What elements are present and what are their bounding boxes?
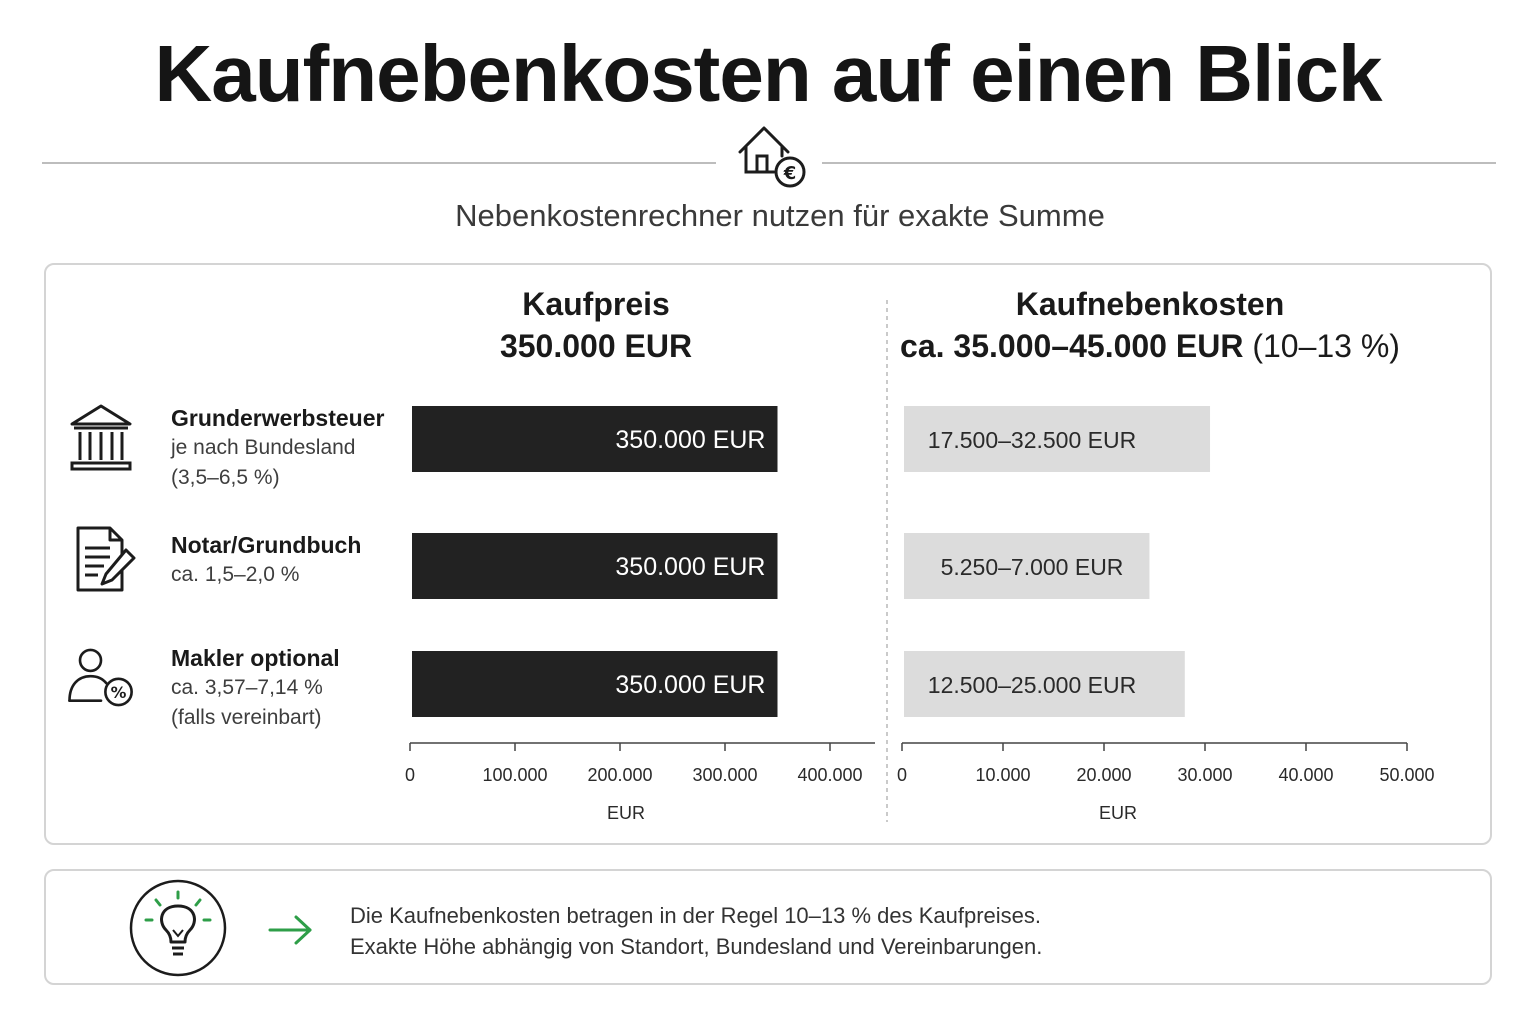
tip-text: Die Kaufnebenkosten betragen in der Rege… [350,900,1042,962]
bar [904,533,1150,599]
divider-left [42,162,716,164]
x-axis-label: EUR [1099,803,1137,823]
bar [412,533,778,599]
arrow-right-icon [268,915,312,945]
row-title: Grunderwerbsteuer [171,405,385,431]
bar-value-label: 5.250–7.000 EUR [941,554,1124,580]
chart-panel [44,263,1492,845]
row-subtitle: je nach Bundesland [171,436,356,459]
row-subtitle: ca. 1,5–2,0 % [171,563,300,586]
x-tick-label: 300.000 [692,765,757,785]
row-notar-grundbuch: Notar/Grundbuch ca. 1,5–2,0 % [171,530,401,590]
x-tick-label: 200.000 [587,765,652,785]
row-makler: Makler optional ca. 3,57–7,14 % (falls v… [171,643,401,733]
house-euro-icon: € [738,126,806,188]
row-subtitle: ca. 3,57–7,14 % [171,676,323,699]
kaufpreis-title: Kaufpreis [522,286,670,322]
row-subtitle: (falls vereinbart) [171,706,322,729]
lightbulb-icon [129,879,227,977]
svg-text:€: € [783,163,797,184]
nebenkosten-title: Kaufnebenkosten [1015,286,1285,322]
x-tick-label: 10.000 [975,765,1030,785]
divider-right [822,162,1496,164]
bar-value-label: 350.000 EUR [615,671,765,699]
bar [904,651,1185,717]
bar-value-label: 12.500–25.000 EUR [928,672,1136,698]
bar [412,651,778,717]
row-grunderwerbsteuer: Grunderwerbsteuer je nach Bundesland (3,… [171,403,401,493]
kaufpreis-value: 350.000 EUR [499,328,693,364]
tip-line-2: Exakte Höhe abhängig von Standort, Bunde… [350,934,1043,959]
page-subtitle: Nebenkostenrechner nutzen für exakte Sum… [455,198,1105,233]
bank-icon [70,404,132,471]
x-tick-label: 50.000 [1379,765,1434,785]
svg-text:%: % [111,683,127,702]
bar-value-label: 350.000 EUR [615,426,765,454]
page-title: Kaufnebenkosten auf einen Blick [154,29,1382,118]
person-percent-icon: % [68,648,133,707]
tip-box [44,869,1492,985]
x-axis-label: EUR [607,803,645,823]
nebenkosten-value: ca. 35.000–45.000 EUR [900,328,1244,364]
x-tick-label: 20.000 [1076,765,1131,785]
kaufpreis-header: Kaufpreis 350.000 EUR [446,283,746,367]
x-tick-label: 40.000 [1278,765,1333,785]
x-tick-label: 0 [405,765,415,785]
bar-value-label: 17.500–32.500 EUR [928,427,1136,453]
x-tick-label: 400.000 [797,765,862,785]
x-tick-label: 30.000 [1177,765,1232,785]
row-title: Notar/Grundbuch [171,532,362,558]
x-tick-label: 0 [897,765,907,785]
nebenkosten-header: Kaufnebenkosten ca. 35.000–45.000 EUR (1… [890,283,1410,367]
row-subtitle: (3,5–6,5 %) [171,466,280,489]
tip-line-1: Die Kaufnebenkosten betragen in der Rege… [350,903,1042,928]
x-tick-label: 100.000 [482,765,547,785]
row-title: Makler optional [171,645,340,671]
bar [904,406,1211,472]
bar [412,406,778,472]
document-pen-icon [76,526,136,592]
nebenkosten-percent: (10–13 %) [1252,328,1400,364]
bar-value-label: 350.000 EUR [615,553,765,581]
